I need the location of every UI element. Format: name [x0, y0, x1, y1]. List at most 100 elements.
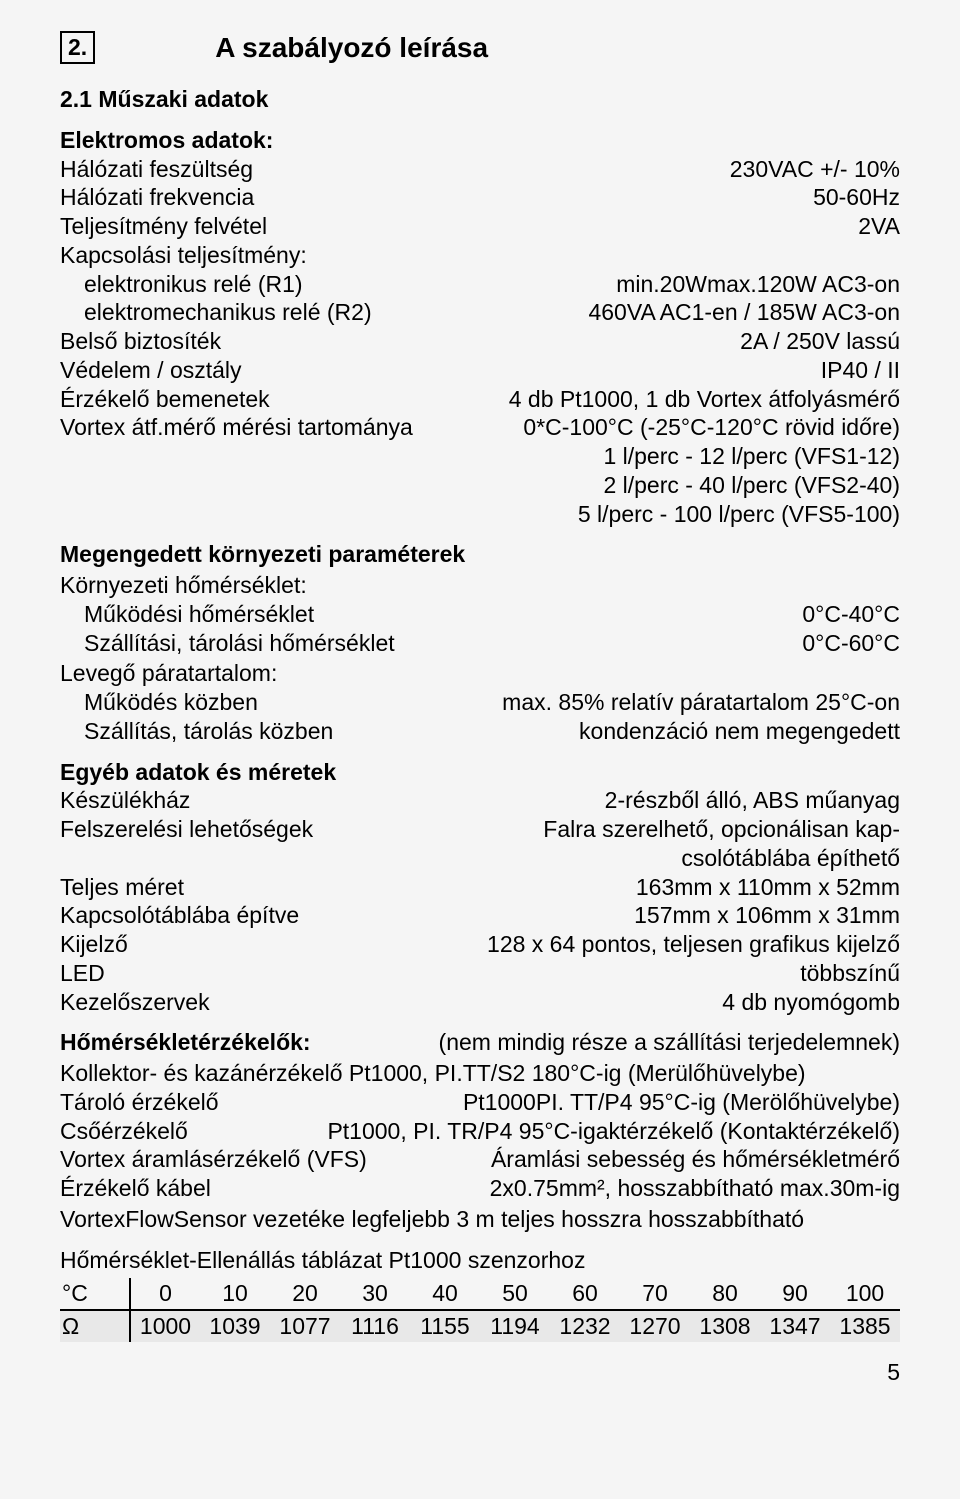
label: Tároló érzékelő	[60, 1088, 219, 1117]
page-number: 5	[60, 1358, 900, 1387]
label: Szállítás, tárolás közben	[60, 717, 333, 746]
label: Vortex átf.mérő mérési tartománya	[60, 413, 413, 442]
env-op-hum: Működés közben max. 85% relatív páratart…	[60, 688, 900, 717]
table-title: Hőmérséklet-Ellenállás táblázat Pt1000 s…	[60, 1246, 900, 1275]
label: Védelem / osztály	[60, 356, 242, 385]
cell: 1155	[410, 1310, 480, 1342]
value: Falra szerelhető, opcionálisan kap-	[543, 815, 900, 844]
label: Csőérzékelő	[60, 1117, 188, 1146]
label: Érzékelő kábel	[60, 1174, 211, 1203]
cell: 10	[200, 1278, 270, 1310]
label: Kezelőszervek	[60, 988, 210, 1017]
label: Működési hőmérséklet	[60, 600, 314, 629]
cell: 70	[620, 1278, 690, 1310]
label: Kapcsolótáblába építve	[60, 901, 299, 930]
value: 157mm x 106mm x 31mm	[634, 901, 900, 930]
env-op-temp: Működési hőmérséklet 0°C-40°C	[60, 600, 900, 629]
other-controls: Kezelőszervek 4 db nyomógomb	[60, 988, 900, 1017]
cell: 1385	[830, 1310, 900, 1342]
other-title: Egyéb adatok és méretek	[60, 758, 900, 787]
value: 0°C-60°C	[802, 629, 900, 658]
value: Pt1000PI. TT/P4 95°C-ig (Merölőhüvelybe)	[463, 1088, 900, 1117]
cell: 40	[410, 1278, 480, 1310]
label: Hálózati frekvencia	[60, 183, 254, 212]
value: 4 db Pt1000, 1 db Vortex átfolyásmérő	[509, 385, 900, 414]
value: max. 85% relatív páratartalom 25°C-on	[502, 688, 900, 717]
spec-vortex-range: Vortex átf.mérő mérési tartománya 0*C-10…	[60, 413, 900, 442]
cell: 1347	[760, 1310, 830, 1342]
env-humidity: Levegő páratartalom:	[60, 659, 900, 688]
spec-fuse: Belső biztosíték 2A / 250V lassú	[60, 327, 900, 356]
section-title: A szabályozó leírása	[215, 30, 488, 65]
spec-power-input: Teljesítmény felvétel 2VA	[60, 212, 900, 241]
spec-relay-r1: elektronikus relé (R1) min.20Wmax.120W A…	[60, 270, 900, 299]
unit-ohm: Ω	[60, 1310, 130, 1342]
cell: 1116	[340, 1310, 410, 1342]
value: 2-részből álló, ABS műanyag	[605, 786, 900, 815]
label: elektromechanikus relé (R2)	[60, 298, 372, 327]
value: 460VA AC1-en / 185W AC3-on	[588, 298, 900, 327]
sensors-l6: VortexFlowSensor vezetéke legfeljebb 3 m…	[60, 1205, 900, 1234]
cell: 50	[480, 1278, 550, 1310]
spec-mains-voltage: Hálózati feszültség 230VAC +/- 10%	[60, 155, 900, 184]
spec-relay-r2: elektromechanikus relé (R2) 460VA AC1-en…	[60, 298, 900, 327]
cell: 1308	[690, 1310, 760, 1342]
env-amb-temp: Környezeti hőmérséklet:	[60, 571, 900, 600]
label: Vortex áramlásérzékelő (VFS)	[60, 1145, 367, 1174]
label: Belső biztosíték	[60, 327, 221, 356]
env-title: Megengedett környezeti paraméterek	[60, 540, 900, 569]
cell: 30	[340, 1278, 410, 1310]
value: 163mm x 110mm x 52mm	[636, 873, 900, 902]
sensors-l4: Vortex áramlásérzékelő (VFS) Áramlási se…	[60, 1145, 900, 1174]
tech-data-title: 2.1 Műszaki adatok	[60, 85, 900, 114]
table-row-celsius: °C 0 10 20 30 40 50 60 70 80 90 100	[60, 1278, 900, 1310]
value: 2x0.75mm², hosszabbítható max.30m-ig	[490, 1174, 900, 1203]
cell: 1000	[130, 1310, 200, 1342]
label: Kapcsolási teljesítmény:	[60, 241, 307, 270]
value: többszínű	[800, 959, 900, 988]
value: 128 x 64 pontos, teljesen grafikus kijel…	[487, 930, 900, 959]
label: Szállítási, tárolási hőmérséklet	[60, 629, 395, 658]
other-dim2: Kapcsolótáblába építve 157mm x 106mm x 3…	[60, 901, 900, 930]
cell: 1077	[270, 1310, 340, 1342]
sensors-l5: Érzékelő kábel 2x0.75mm², hosszabbítható…	[60, 1174, 900, 1203]
value: 0°C-40°C	[802, 600, 900, 629]
sensors-header: Hőmérsékletérzékelők: (nem mindig része …	[60, 1028, 900, 1057]
value: min.20Wmax.120W AC3-on	[616, 270, 900, 299]
other-housing: Készülékház 2-részből álló, ABS műanyag	[60, 786, 900, 815]
cell: 0	[130, 1278, 200, 1310]
env-store-hum: Szállítás, tárolás közben kondenzáció ne…	[60, 717, 900, 746]
section-header: 2. A szabályozó leírása	[60, 30, 900, 65]
env-store-temp: Szállítási, tárolási hőmérséklet 0°C-60°…	[60, 629, 900, 658]
value: 2A / 250V lassú	[740, 327, 900, 356]
value: 2VA	[858, 212, 900, 241]
spec-mains-freq: Hálózati frekvencia 50-60Hz	[60, 183, 900, 212]
cell: 1194	[480, 1310, 550, 1342]
spec-sensor-inputs: Érzékelő bemenetek 4 db Pt1000, 1 db Vor…	[60, 385, 900, 414]
label: Érzékelő bemenetek	[60, 385, 270, 414]
label: Hálózati feszültség	[60, 155, 253, 184]
unit-c: °C	[60, 1278, 130, 1310]
other-display: Kijelző 128 x 64 pontos, teljesen grafik…	[60, 930, 900, 959]
other-led: LED többszínű	[60, 959, 900, 988]
section-number-box: 2.	[60, 31, 95, 64]
value: IP40 / II	[821, 356, 900, 385]
cell: 1270	[620, 1310, 690, 1342]
label: elektronikus relé (R1)	[60, 270, 303, 299]
value: kondenzáció nem megengedett	[579, 717, 900, 746]
label: Kijelző	[60, 930, 128, 959]
resistance-table: °C 0 10 20 30 40 50 60 70 80 90 100 Ω 10…	[60, 1278, 900, 1342]
label: Teljesítmény felvétel	[60, 212, 267, 241]
cell: 80	[690, 1278, 760, 1310]
sensors-note: (nem mindig része a szállítási terjedele…	[439, 1028, 900, 1057]
label: Készülékház	[60, 786, 190, 815]
cell: 1232	[550, 1310, 620, 1342]
vortex-line-2: 2 l/perc - 40 l/perc (VFS2-40)	[60, 471, 900, 500]
cell: 90	[760, 1278, 830, 1310]
spec-switching-cap: Kapcsolási teljesítmény:	[60, 241, 900, 270]
value: Áramlási sebesség és hőmérsékletmérő	[491, 1145, 900, 1174]
label: Működés közben	[60, 688, 258, 717]
value: 0*C-100°C (-25°C-120°C rövid időre)	[523, 413, 900, 442]
page: 2. A szabályozó leírása 2.1 Műszaki adat…	[0, 0, 960, 1417]
value: 50-60Hz	[813, 183, 900, 212]
